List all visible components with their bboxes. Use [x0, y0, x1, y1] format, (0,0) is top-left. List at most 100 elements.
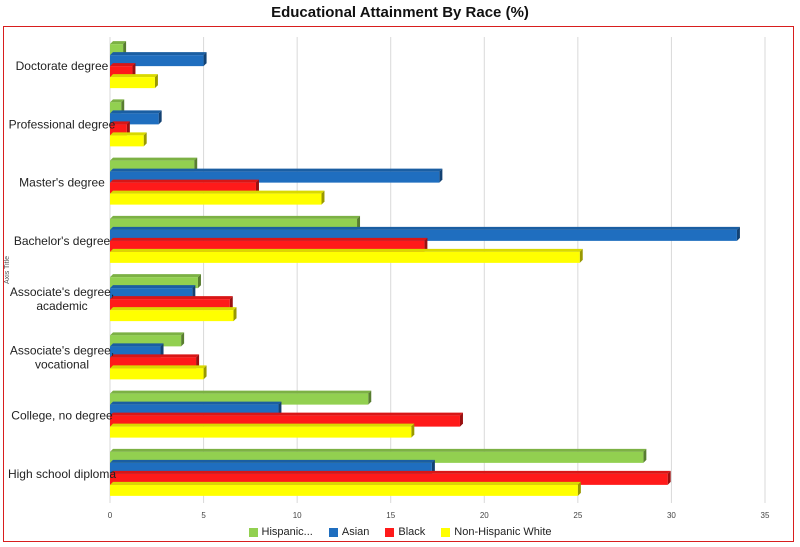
bar	[110, 415, 460, 427]
bar-end-face	[321, 190, 325, 205]
bar	[110, 182, 256, 194]
bar-top-face	[110, 307, 237, 311]
bar	[110, 55, 204, 67]
legend-swatch	[328, 527, 338, 537]
bar	[110, 335, 182, 347]
category-label: College, no degree	[11, 409, 113, 423]
bar-end-face	[160, 343, 164, 358]
bar-top-face	[110, 459, 435, 463]
bar-end-face	[192, 285, 196, 300]
bar-end-face	[577, 481, 581, 496]
bar-top-face	[110, 52, 207, 56]
bar-top-face	[110, 481, 581, 485]
bar-end-face	[126, 121, 130, 136]
bar-top-face	[110, 296, 233, 300]
legend-swatch	[385, 527, 395, 537]
bar-top-face	[110, 470, 671, 474]
bar-end-face	[579, 248, 583, 263]
bar	[110, 299, 230, 311]
bar-end-face	[154, 74, 158, 89]
legend-item: Asian	[328, 526, 369, 538]
bar	[110, 368, 204, 380]
bar-end-face	[439, 168, 443, 183]
bar	[110, 218, 358, 230]
chart-title: Educational Attainment By Race (%)	[271, 4, 529, 21]
bar	[110, 404, 279, 416]
bar-end-face	[197, 274, 201, 289]
bar-top-face	[110, 248, 583, 252]
bar	[110, 484, 578, 496]
bar-top-face	[110, 215, 361, 219]
bar-end-face	[123, 41, 127, 56]
x-tick-label: 30	[667, 511, 676, 520]
bar	[110, 193, 322, 205]
bar-top-face	[110, 448, 647, 452]
x-tick-label: 35	[761, 511, 770, 520]
bar-end-face	[203, 52, 207, 67]
legend-item: Non-Hispanic White	[441, 526, 552, 538]
bar-end-face	[121, 99, 125, 114]
legend: Hispanic... Asian Black Non-Hispanic White	[0, 526, 800, 538]
category-label: Bachelor's degree	[14, 234, 111, 248]
bar-end-face	[278, 401, 282, 416]
bar-top-face	[110, 354, 200, 358]
x-tick-label: 15	[386, 511, 395, 520]
bar-top-face	[110, 110, 162, 114]
bar-top-face	[110, 343, 164, 347]
bar-end-face	[203, 365, 207, 380]
x-tick-label: 20	[480, 511, 489, 520]
chart-frame	[3, 26, 794, 542]
bar	[110, 393, 369, 405]
bar	[110, 160, 195, 172]
bar	[110, 171, 440, 183]
bar-end-face	[255, 179, 259, 194]
bar	[110, 277, 198, 289]
bar	[110, 462, 432, 474]
bar-end-face	[196, 354, 200, 369]
x-tick-label: 5	[201, 511, 206, 520]
legend-item: Hispanic...	[248, 526, 313, 538]
bar-end-face	[431, 459, 435, 474]
bar-end-face	[194, 157, 198, 172]
legend-label: Black	[398, 526, 426, 538]
bar-top-face	[110, 121, 130, 125]
bar-top-face	[110, 226, 740, 230]
bar	[110, 66, 133, 78]
bar-top-face	[110, 423, 415, 427]
bar-top-face	[110, 190, 325, 194]
bar-top-face	[110, 168, 443, 172]
bar-end-face	[736, 226, 740, 241]
x-tick-label: 25	[573, 511, 582, 520]
bar	[110, 113, 159, 125]
bar-end-face	[424, 237, 428, 252]
bar-end-face	[368, 390, 372, 405]
category-label: Master's degree	[19, 176, 105, 190]
category-label: Professional degree	[9, 117, 116, 131]
bar	[110, 102, 122, 114]
bar-top-face	[110, 41, 127, 45]
bar-end-face	[132, 63, 136, 78]
bar-top-face	[110, 365, 207, 369]
bar-end-face	[158, 110, 162, 125]
bar	[110, 240, 425, 252]
bar	[110, 251, 580, 263]
bar	[110, 310, 234, 322]
legend-label: Hispanic...	[261, 526, 313, 538]
bar	[110, 473, 668, 485]
category-label: Associate's degree, academic	[10, 285, 114, 313]
bar-end-face	[411, 423, 415, 438]
legend-label: Non-Hispanic White	[454, 526, 552, 538]
bar-top-face	[110, 74, 158, 78]
bar-top-face	[110, 401, 282, 405]
legend-swatch	[248, 527, 258, 537]
bar	[110, 426, 412, 438]
bar	[110, 451, 644, 463]
bar-top-face	[110, 99, 125, 103]
bar-top-face	[110, 285, 196, 289]
y-axis-title: Axis Title	[4, 256, 11, 284]
legend-swatch	[441, 527, 451, 537]
bar-end-face	[229, 296, 233, 311]
bar-end-face	[667, 470, 671, 485]
category-label: High school diploma	[8, 467, 116, 481]
